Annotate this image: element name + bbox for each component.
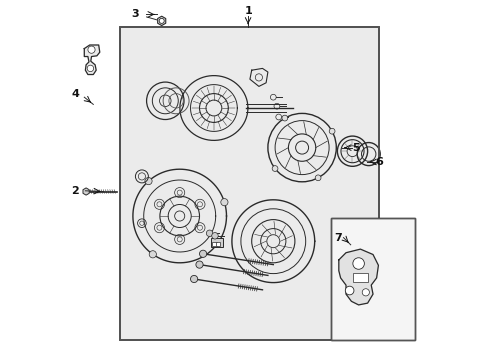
- Circle shape: [272, 166, 277, 171]
- Circle shape: [362, 289, 368, 296]
- Text: 3: 3: [131, 9, 138, 19]
- Polygon shape: [157, 16, 165, 26]
- Circle shape: [328, 128, 334, 134]
- Bar: [212, 242, 216, 246]
- Circle shape: [159, 18, 164, 23]
- Bar: [211, 238, 223, 247]
- Text: 7: 7: [333, 233, 341, 243]
- Bar: [120, 27, 379, 340]
- Circle shape: [87, 65, 94, 72]
- Circle shape: [144, 177, 152, 185]
- Circle shape: [221, 199, 227, 206]
- Bar: [330, 218, 415, 340]
- Bar: [352, 273, 367, 282]
- Text: 2: 2: [71, 186, 79, 196]
- Text: 6: 6: [375, 157, 383, 167]
- Bar: [216, 242, 220, 246]
- Circle shape: [149, 251, 156, 258]
- Circle shape: [352, 258, 364, 269]
- Circle shape: [206, 230, 212, 237]
- Text: 4: 4: [71, 89, 79, 99]
- Polygon shape: [84, 45, 100, 75]
- Circle shape: [345, 286, 353, 295]
- Circle shape: [190, 275, 197, 283]
- Text: 5: 5: [351, 143, 359, 153]
- Circle shape: [196, 261, 203, 268]
- Circle shape: [211, 233, 218, 239]
- Polygon shape: [83, 188, 89, 195]
- Bar: [330, 218, 415, 340]
- Circle shape: [199, 250, 206, 257]
- Text: 1: 1: [244, 6, 251, 16]
- Bar: [120, 27, 379, 340]
- Circle shape: [282, 115, 287, 121]
- Circle shape: [88, 46, 95, 53]
- Polygon shape: [338, 249, 378, 305]
- Circle shape: [315, 175, 320, 181]
